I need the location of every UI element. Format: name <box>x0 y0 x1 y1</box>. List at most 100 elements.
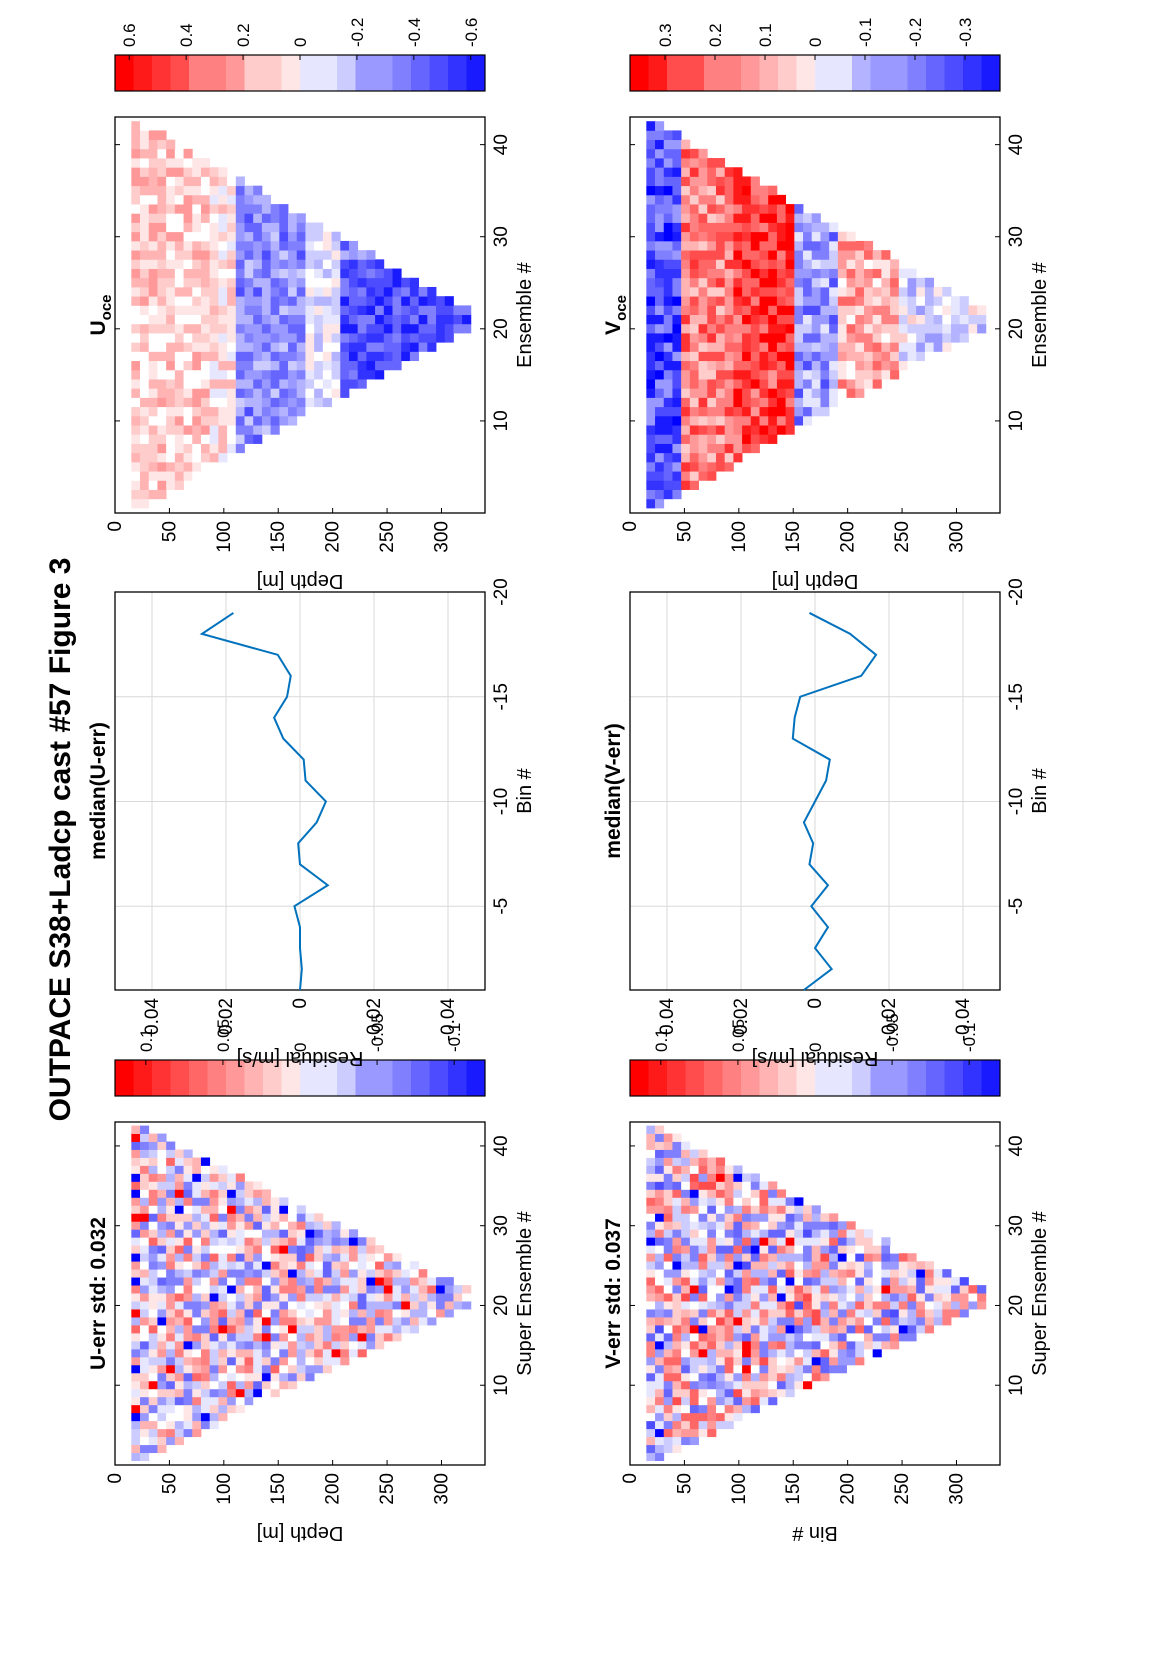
u_oce-cell <box>209 351 219 362</box>
v_oce-cell <box>689 351 699 362</box>
v_oce-cell <box>672 452 682 463</box>
v_oce-cell <box>655 480 665 490</box>
v_err-cell <box>959 1309 969 1318</box>
u_oce-cell <box>340 333 350 343</box>
u_oce-cell <box>253 323 263 334</box>
u_oce-cell <box>314 333 324 343</box>
u_err-cell <box>183 1301 193 1310</box>
u_err-cell <box>131 1149 141 1158</box>
u_err-cell <box>157 1396 167 1406</box>
u_err-cell <box>131 1133 141 1142</box>
v_oce-cell <box>733 194 743 205</box>
u_oce-cell <box>157 388 167 398</box>
v_err-cell <box>707 1380 717 1390</box>
u_oce-cell <box>270 250 280 260</box>
u_oce-cell <box>296 351 306 362</box>
v_err-cell <box>733 1332 743 1342</box>
u_err-xlabel: Super Ensemble # <box>514 1210 536 1375</box>
v_err-cell <box>829 1237 839 1246</box>
v_err-cell <box>768 1372 778 1382</box>
v_oce-cell <box>707 360 717 371</box>
v_oce-cell <box>655 360 665 371</box>
u_err-cell <box>192 1428 202 1438</box>
u_err-cell <box>131 1340 141 1350</box>
v_oce-cell <box>646 296 656 306</box>
v_err-cell <box>855 1285 865 1294</box>
u_oce-cell <box>174 379 184 389</box>
u_oce-cell <box>209 185 219 196</box>
u_err-cell <box>183 1325 193 1334</box>
u_err-cell <box>140 1197 150 1206</box>
v_oce-cell <box>655 130 665 141</box>
u_oce-cell <box>366 323 376 334</box>
u_err-cell <box>148 1404 158 1414</box>
u_oce-cell <box>235 351 245 362</box>
v_oce-cell <box>863 342 874 352</box>
v_oce-cell <box>672 388 682 398</box>
u_oce-cell <box>227 185 237 196</box>
u_oce-cell <box>157 296 167 306</box>
u_err-cell <box>174 1221 184 1230</box>
v_err-cell <box>707 1332 717 1342</box>
v_oce-cell <box>742 305 752 315</box>
v_oce-cell <box>707 176 717 187</box>
v_err-cell <box>794 1261 804 1270</box>
v_err-cell <box>672 1173 682 1182</box>
v_oce-cell <box>663 305 673 315</box>
v_oce-cell <box>794 333 804 343</box>
v_err-cell <box>689 1149 699 1158</box>
u_err-cell <box>401 1269 411 1278</box>
u_err-cell <box>305 1229 315 1238</box>
v_oce-cell <box>759 277 769 288</box>
v_oce-cell <box>794 231 804 242</box>
u_err-cell <box>157 1348 167 1358</box>
u_err-cell <box>209 1237 219 1246</box>
u_oce-colorbar-label: -0.2 <box>348 18 367 47</box>
v_err-cell <box>759 1181 769 1190</box>
v_err-cell <box>890 1325 900 1334</box>
u_oce-cell <box>148 231 158 242</box>
v_oce-cell <box>715 333 726 343</box>
u_err-cell <box>140 1213 150 1222</box>
v_err-cell <box>881 1340 891 1350</box>
u_err-cell <box>366 1332 376 1342</box>
u_oce-cell <box>296 296 306 306</box>
u_err-cell <box>288 1309 298 1318</box>
u_err-cell <box>209 1301 219 1310</box>
v_oce-cell <box>655 489 665 500</box>
u_oce-cell <box>166 323 176 334</box>
v_oce-cell <box>924 305 935 315</box>
u_oce-cell <box>157 130 167 141</box>
v_err-cell <box>742 1205 752 1214</box>
u_oce-cell <box>279 360 289 371</box>
u_oce-cell <box>288 268 298 279</box>
u_err-cell <box>288 1245 298 1254</box>
v_oce-cell <box>785 268 795 279</box>
v_oce-cell <box>707 296 717 306</box>
u_err-cell <box>200 1285 211 1294</box>
v_err-cell <box>837 1332 847 1342</box>
v_err-cell <box>663 1412 673 1422</box>
v_oce-cell <box>872 259 882 269</box>
u_oce-cell <box>218 434 228 444</box>
v_oce-cell <box>707 406 717 417</box>
u_oce-cell <box>200 452 211 463</box>
u_err-cell <box>279 1356 289 1366</box>
u_oce-cell <box>235 268 245 279</box>
v_oce-cell <box>916 342 926 352</box>
v_err-cell <box>959 1301 969 1310</box>
u_err-cell <box>140 1149 150 1158</box>
u_oce-cell <box>261 388 272 398</box>
u_oce-cell <box>235 397 245 408</box>
v_oce-cell <box>681 148 691 159</box>
u_oce-cell <box>157 231 167 242</box>
u_oce-cell <box>148 305 158 315</box>
u_oce-cell <box>200 158 211 168</box>
v_err-cell <box>759 1325 769 1334</box>
v_oce-cell <box>855 351 865 362</box>
u_oce-cell <box>235 333 245 343</box>
v_oce-cell <box>689 369 699 380</box>
v_err-cell <box>715 1372 726 1382</box>
